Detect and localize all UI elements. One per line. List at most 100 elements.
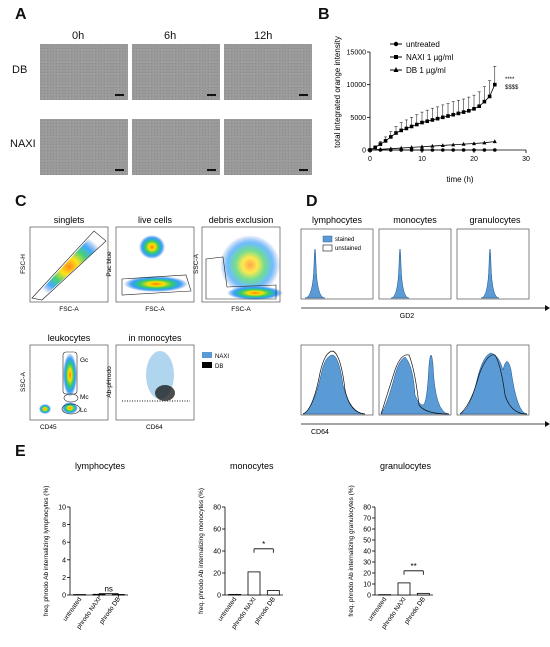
plot-y-label: SSC-A xyxy=(193,253,200,274)
data-point xyxy=(404,126,409,131)
panel-label-b: B xyxy=(318,6,330,23)
bar-chart-title: granulocytes xyxy=(380,461,432,471)
micrograph-db-12h xyxy=(224,44,312,100)
col-label-6h: 6h xyxy=(164,30,177,42)
x-tick-label: 20 xyxy=(470,156,478,163)
bar xyxy=(416,592,430,596)
arrow-head xyxy=(545,305,550,311)
plot-x-label: CD64 xyxy=(146,424,163,431)
plot-x-label: FSC-A xyxy=(145,306,165,313)
data-point xyxy=(472,107,476,111)
scale-bar xyxy=(115,169,124,171)
y-axis-title: freq. phrodo Ab internalizing lymphocyte… xyxy=(43,486,50,617)
y-tick-label: 10 xyxy=(363,582,371,589)
data-point xyxy=(441,115,445,120)
y-tick-label: 70 xyxy=(363,516,371,523)
data-point xyxy=(394,131,398,135)
y-tick-label: 5000 xyxy=(350,115,366,122)
micrograph-naxi-6h xyxy=(132,119,220,175)
hist-peak xyxy=(304,248,326,299)
legend-naxi: NAXI 1 µg/ml xyxy=(406,53,454,62)
y-tick-label: 40 xyxy=(213,549,221,556)
hist-title: lymphocytes xyxy=(312,215,363,225)
y-tick-label: 8 xyxy=(62,522,66,529)
hist-outline xyxy=(302,350,366,415)
scale-bar xyxy=(299,169,308,171)
x-tick-label: 0 xyxy=(368,156,372,163)
annotation-stars: **** xyxy=(505,77,515,83)
data-point xyxy=(493,148,497,152)
significance-label: ns xyxy=(104,585,112,594)
legend-swatch-db xyxy=(202,362,212,368)
density-singlets xyxy=(32,233,106,300)
data-point xyxy=(456,111,461,116)
hist-peak xyxy=(302,354,366,415)
data-point xyxy=(420,120,424,125)
plot-x-label: FSC-A xyxy=(59,306,79,313)
bar xyxy=(247,571,261,596)
legend-stained: stained xyxy=(335,237,354,243)
data-point xyxy=(482,148,487,152)
legend-unstained: unstained xyxy=(335,246,361,252)
hist-peak xyxy=(390,248,410,299)
data-point xyxy=(472,148,476,152)
legend-swatch-stained xyxy=(322,235,333,243)
density-debris-cloud xyxy=(220,235,280,295)
flow-plot-live-cells xyxy=(115,226,195,303)
data-point xyxy=(430,118,435,122)
data-point xyxy=(378,147,383,151)
bar xyxy=(397,582,411,596)
micrograph-naxi-12h xyxy=(224,119,312,175)
data-point xyxy=(388,146,393,151)
arrow-head xyxy=(545,421,550,427)
panel-label-c: C xyxy=(15,193,27,210)
hist-peak xyxy=(480,248,500,299)
chart-b: 0 10 20 30 0 5000 10000 15000 time (h) total in… xyxy=(333,36,530,184)
data-point xyxy=(399,145,404,150)
data-point xyxy=(420,148,424,152)
plot-y-label: FSC-H xyxy=(20,254,27,274)
y-axis-title: freq. phrodo Ab internalizing monocytes … xyxy=(198,488,205,614)
scale-bar xyxy=(299,94,308,96)
plot-x-label: CD45 xyxy=(40,424,57,431)
y-tick-label: 50 xyxy=(363,538,371,545)
data-point xyxy=(425,119,429,124)
data-point xyxy=(451,112,455,117)
data-point xyxy=(446,114,450,118)
legend-swatch-unstained xyxy=(322,244,333,252)
density-gc xyxy=(63,353,77,397)
data-point xyxy=(389,135,393,139)
x-axis-title: time (h) xyxy=(446,175,473,184)
flow-plot-singlets xyxy=(29,226,109,303)
plot-x-label: FSC-A xyxy=(231,306,251,313)
data-point xyxy=(472,141,476,146)
plot-y-label: Pac blue xyxy=(106,251,113,277)
hist-outline xyxy=(459,354,528,415)
annotation-dollars: $$$$ xyxy=(505,85,519,91)
data-point xyxy=(420,144,424,149)
data-point xyxy=(461,110,466,114)
data-point xyxy=(482,140,487,145)
plot-title: singlets xyxy=(54,215,85,225)
axis-label-gd2: GD2 xyxy=(400,313,415,320)
data-point xyxy=(430,143,435,148)
y-tick-label: 0 xyxy=(217,593,221,600)
data-point xyxy=(409,148,414,152)
data-point xyxy=(441,148,445,152)
hist-box xyxy=(456,228,530,300)
legend: untreated NAXI 1 µg/ml DB 1 µg/ml xyxy=(390,40,454,75)
plot-title: live cells xyxy=(138,215,173,225)
micrograph-naxi-0h xyxy=(40,119,128,175)
legend-db: DB 1 µg/ml xyxy=(406,66,446,75)
axis-label-cd64: CD64 xyxy=(311,429,329,436)
gate-label-gc: Gc xyxy=(80,357,89,364)
bar xyxy=(266,590,280,596)
legend-db: DB xyxy=(215,364,223,370)
data-point xyxy=(440,143,445,148)
y-tick-label: 2 xyxy=(62,575,66,582)
hist-box xyxy=(378,344,452,416)
data-point xyxy=(477,104,481,109)
gate-lc xyxy=(61,403,81,415)
hist-box xyxy=(300,228,374,300)
data-point xyxy=(492,139,497,144)
